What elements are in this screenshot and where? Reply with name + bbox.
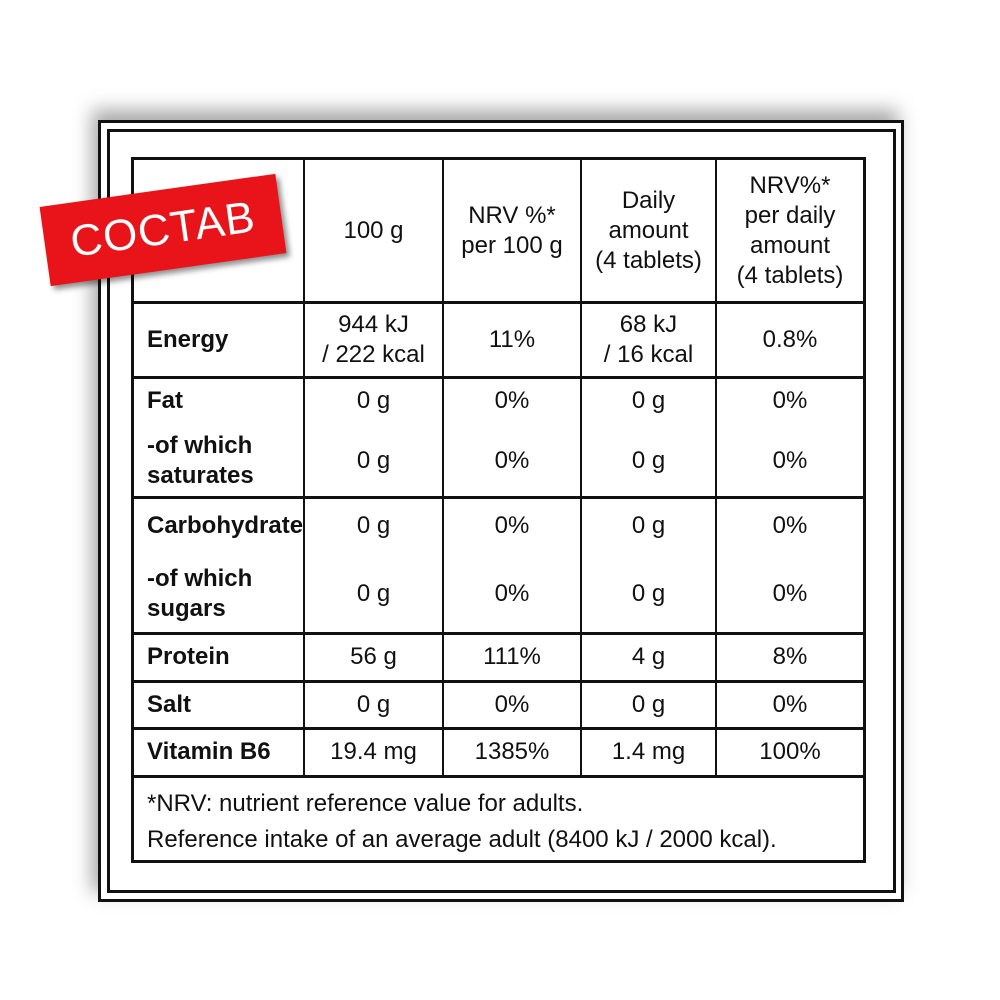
value-cell: 0% [494,387,530,414]
row-label: Fat [147,387,183,414]
row-rule [133,775,864,778]
value-cell: 0% [494,512,530,539]
row-label: Salt [147,690,192,718]
value-cell: 0 g [631,690,666,718]
value-cell: 100% [759,738,821,765]
row-label: Vitamin B6 [147,738,271,765]
footnote-line: Reference intake of an average adult (84… [147,826,777,853]
row-rule [133,680,864,683]
value-cell: 0% [772,447,808,474]
value-cell: 0% [772,690,808,718]
value-cell: 19.4 mg [330,738,417,765]
value-cell: 944 kJ / 222 kcal [322,310,425,368]
row-rule [133,727,864,730]
value-cell: 0% [494,580,530,607]
row-label: -of which sugars [147,565,253,622]
header-cell: 100 g [343,216,404,244]
value-cell: 56 g [350,643,397,670]
row-rule [133,632,864,635]
value-cell: 0% [494,447,530,474]
row-rule [133,301,864,304]
value-cell: 0 g [631,447,666,474]
value-cell: 0% [772,580,808,607]
value-cell: 0 g [631,512,666,539]
column-rule [715,159,717,776]
value-cell: 0 g [356,387,391,414]
row-label: Energy [147,325,229,353]
value-cell: 1385% [474,738,550,765]
outer-frame [98,120,904,902]
header-cell: NRV %* per 100 g [461,201,563,259]
row-label: Carbohydrate [147,512,304,539]
value-cell: 0% [494,690,530,718]
value-cell: 0% [772,387,808,414]
value-cell: 0.8% [762,325,818,353]
value-cell: 8% [772,643,808,670]
value-cell: 0 g [356,690,391,718]
value-cell: 0 g [631,387,666,414]
row-label: Protein [147,643,230,670]
column-rule [442,159,444,776]
row-label: -of which saturates [147,432,254,489]
value-cell: 0 g [356,447,391,474]
value-cell: 0% [772,512,808,539]
table-frame [131,157,866,863]
column-rule [303,159,305,776]
footnote-line: *NRV: nutrient reference value for adult… [147,790,584,817]
row-rule [133,496,864,499]
value-cell: 111% [483,643,541,670]
row-rule [133,376,864,379]
header-cell: Daily amount (4 tablets) [595,186,702,274]
value-cell: 0 g [356,512,391,539]
value-cell: 1.4 mg [611,738,686,765]
value-cell: 0 g [356,580,391,607]
value-cell: 68 kJ / 16 kcal [603,310,694,368]
column-rule [580,159,582,776]
value-cell: 0 g [631,580,666,607]
value-cell: 11% [488,325,536,353]
header-cell: NRV%* per daily amount (4 tablets) [736,171,844,289]
value-cell: 4 g [631,643,666,670]
inner-frame [107,129,896,893]
